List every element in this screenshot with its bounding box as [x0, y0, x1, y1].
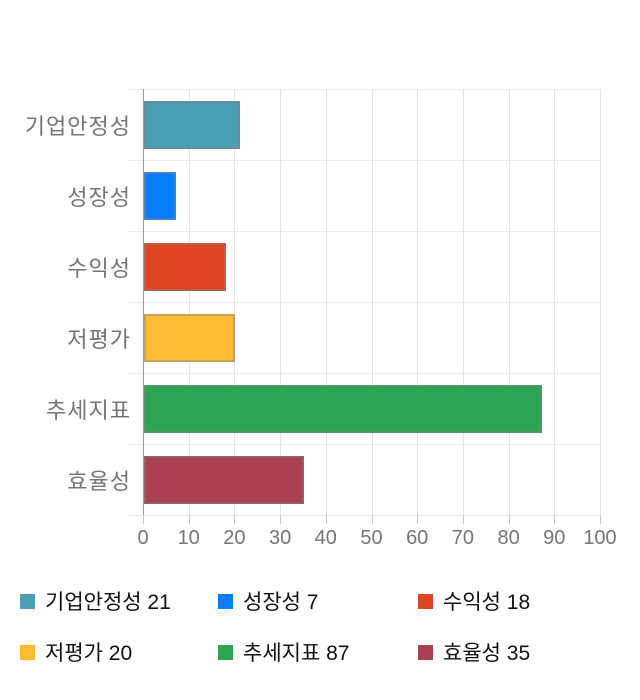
x-tick-label: 20	[223, 527, 246, 549]
x-axis-line	[128, 515, 600, 516]
legend-swatch-icon	[418, 644, 433, 660]
legend-item[interactable]: 효율성 35	[418, 635, 626, 669]
x-tick-mark	[462, 515, 464, 524]
gridline-vertical	[462, 89, 464, 515]
y-axis-line	[143, 89, 144, 524]
legend-label: 기업안정성 21	[45, 591, 171, 614]
x-tick-mark	[508, 515, 510, 524]
gridline-vertical	[325, 89, 327, 515]
gridline-vertical	[234, 89, 236, 515]
legend-swatch-icon	[20, 593, 35, 609]
legend-label: 성장성 7	[243, 591, 319, 614]
legend-label: 추세지표 87	[243, 642, 350, 665]
legend-swatch-icon	[418, 593, 433, 609]
category-label: 성장성	[67, 184, 131, 210]
legend-label: 수익성 18	[443, 591, 531, 614]
bar[interactable]	[144, 384, 542, 433]
gridline-vertical	[508, 89, 510, 515]
bar[interactable]	[144, 313, 236, 362]
x-tick-mark	[600, 515, 601, 524]
gridline-vertical	[371, 89, 373, 515]
legend-label: 저평가 20	[45, 642, 133, 665]
legend-item[interactable]: 기업안정성 21	[20, 584, 218, 618]
gridline-horizontal	[128, 302, 600, 303]
category-label: 추세지표	[46, 397, 131, 423]
legend-item[interactable]: 수익성 18	[418, 584, 626, 618]
gridline-vertical	[600, 89, 601, 515]
x-tick-label: 40	[314, 527, 337, 549]
x-tick-label: 0	[137, 527, 149, 549]
legend-swatch-icon	[20, 644, 35, 660]
x-tick-mark	[188, 515, 190, 524]
gridline-vertical	[417, 89, 419, 515]
category-label: 수익성	[67, 255, 131, 281]
legend-label: 효율성 35	[443, 642, 531, 665]
legend-swatch-icon	[218, 593, 233, 609]
gridline-vertical	[280, 89, 282, 515]
bar[interactable]	[144, 171, 176, 220]
x-tick-mark	[371, 515, 373, 524]
x-tick-label: 10	[177, 527, 200, 549]
category-label: 저평가	[67, 326, 131, 352]
x-tick-label: 80	[497, 527, 520, 549]
bar[interactable]	[144, 242, 227, 291]
plot-area: 0 10 20 30 40 50 60 70 80 90 100	[128, 89, 617, 549]
legend-swatch-icon	[218, 644, 233, 660]
gridline-vertical	[188, 89, 190, 515]
x-tick-mark	[234, 515, 236, 524]
x-tick-label: 50	[360, 527, 383, 549]
legend-item[interactable]: 성장성 7	[218, 584, 418, 618]
gridline-horizontal	[128, 231, 600, 232]
gridline-horizontal	[128, 160, 600, 161]
gridline-horizontal	[128, 444, 600, 445]
legend: 기업안정성 21 성장성 7 수익성 18 저평가 20 추세지표 87 효율성 35	[20, 584, 626, 669]
bar[interactable]	[144, 455, 304, 504]
x-tick-mark	[280, 515, 282, 524]
legend-item[interactable]: 저평가 20	[20, 635, 218, 669]
gridline-horizontal	[128, 89, 600, 90]
bar[interactable]	[144, 100, 240, 149]
x-tick-mark	[417, 515, 419, 524]
gridline-vertical	[554, 89, 556, 515]
x-tick-label: 30	[268, 527, 292, 549]
x-tick-label: 60	[406, 527, 429, 549]
category-label: 기업안정성	[24, 113, 131, 139]
x-tick-mark	[143, 515, 144, 524]
x-tick-label: 100	[583, 527, 617, 549]
x-tick-mark	[325, 515, 327, 524]
x-tick-mark	[554, 515, 556, 524]
gridline-horizontal	[128, 373, 600, 374]
legend-item[interactable]: 추세지표 87	[218, 635, 418, 669]
x-tick-label: 90	[543, 527, 566, 549]
category-label: 효율성	[67, 468, 131, 494]
x-tick-label: 70	[451, 527, 475, 549]
